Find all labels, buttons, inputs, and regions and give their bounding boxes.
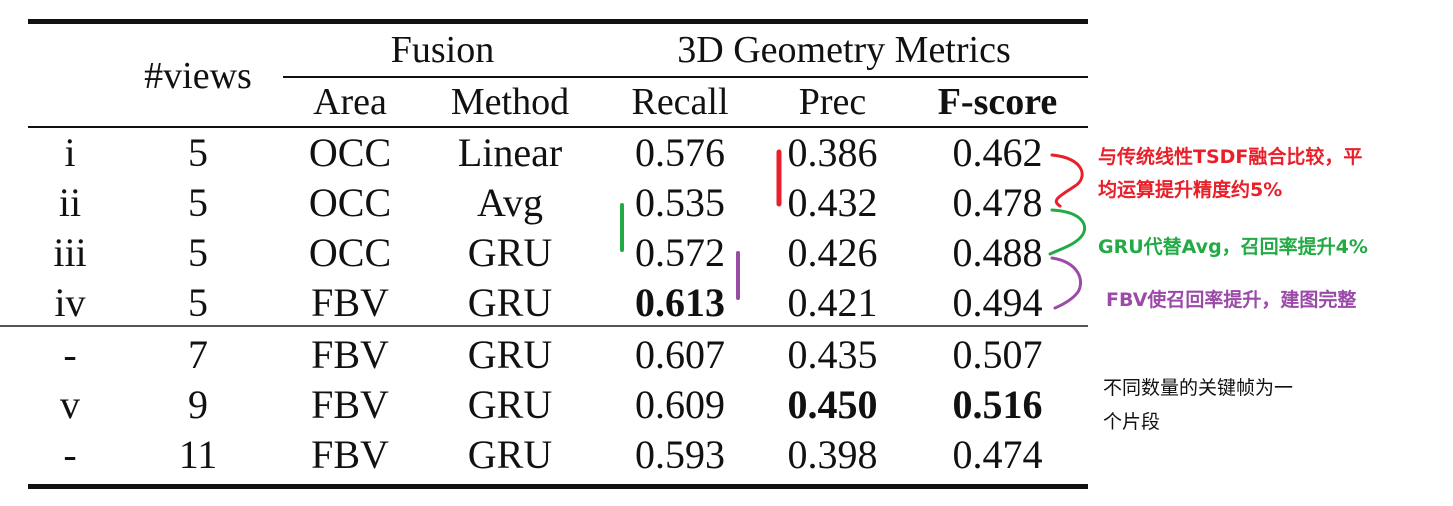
row-3-prec: 0.426 <box>787 230 878 275</box>
row-6-id: v <box>60 382 80 427</box>
purple-bracket <box>1050 256 1083 310</box>
row-1-method: Linear <box>457 130 563 175</box>
row-1-views: 5 <box>188 130 208 175</box>
black-annotation-line-1: 不同数量的关键帧为一 <box>1103 377 1294 399</box>
row-1-id: i <box>64 130 76 175</box>
row-6-recall: 0.609 <box>635 382 725 427</box>
bottom-rule <box>28 484 1088 489</box>
row-6-prec: 0.450 <box>787 382 878 427</box>
row-5-recall: 0.607 <box>635 332 725 377</box>
row-5-fscore: 0.507 <box>952 332 1043 377</box>
row-4-area: FBV <box>311 280 389 325</box>
red-annotation-line-2: 均运算提升精度约5% <box>1098 179 1283 201</box>
row-7-recall: 0.593 <box>635 432 725 477</box>
header-views: #views <box>144 55 252 97</box>
fusion-group-rule <box>283 76 1088 78</box>
row-3-recall: 0.572 <box>635 230 725 275</box>
row-5-id: - <box>63 332 77 377</box>
row-7-area: FBV <box>311 432 389 477</box>
row-4-views: 5 <box>188 280 208 325</box>
header-prec: Prec <box>798 81 867 123</box>
header-area: Area <box>313 81 387 123</box>
row-4-fscore: 0.494 <box>952 280 1043 325</box>
row-2-area: OCC <box>308 180 392 225</box>
row-2-method: Avg <box>477 180 543 225</box>
row-6-fscore: 0.516 <box>952 382 1043 427</box>
header-method: Method <box>450 81 570 123</box>
black-annotation-line-2: 个片段 <box>1103 411 1161 433</box>
row-5-area: FBV <box>311 332 389 377</box>
row-2-recall: 0.535 <box>635 180 725 225</box>
purple-annotation: FBV使召回率提升，建图完整 <box>1106 289 1357 311</box>
row-5-method: GRU <box>467 332 553 377</box>
row-7-method: GRU <box>467 432 553 477</box>
red-annotation-line-1: 与传统线性TSDF融合比较，平 <box>1098 146 1363 168</box>
row-4-recall: 0.613 <box>635 280 725 325</box>
row-6-area: FBV <box>311 382 389 427</box>
top-rule <box>28 19 1088 24</box>
row-7-fscore: 0.474 <box>952 432 1043 477</box>
row-6-views: 9 <box>188 382 208 427</box>
row-7-id: - <box>63 432 77 477</box>
green-bracket <box>1048 208 1086 256</box>
header-recall: Recall <box>631 81 729 123</box>
row-4-prec: 0.421 <box>787 280 878 325</box>
row-2-views: 5 <box>188 180 208 225</box>
row-7-prec: 0.398 <box>787 432 878 477</box>
row-1-prec: 0.386 <box>787 130 878 175</box>
row-3-views: 5 <box>188 230 208 275</box>
row-7-views: 11 <box>178 432 218 477</box>
header-bottom-rule <box>28 126 1088 128</box>
row-4-id: iv <box>54 280 86 325</box>
row-2-prec: 0.432 <box>787 180 878 225</box>
row-1-area: OCC <box>308 130 392 175</box>
row-3-method: GRU <box>467 230 553 275</box>
row-1-fscore: 0.462 <box>952 130 1043 175</box>
row-1-recall: 0.576 <box>635 130 725 175</box>
row-5-prec: 0.435 <box>787 332 878 377</box>
row-2-id: ii <box>58 180 82 225</box>
row-3-fscore: 0.488 <box>952 230 1043 275</box>
green-annotation: GRU代替Avg，召回率提升4% <box>1098 236 1368 258</box>
row-5-views: 7 <box>188 332 208 377</box>
header-fscore: F-score <box>937 81 1058 123</box>
row-6-method: GRU <box>467 382 553 427</box>
row-3-id: iii <box>53 230 87 275</box>
header-geometry: 3D Geometry Metrics <box>677 29 1011 71</box>
header-fusion: Fusion <box>390 29 495 71</box>
red-bracket <box>1050 153 1084 208</box>
row-2-fscore: 0.478 <box>952 180 1043 225</box>
row-4-method: GRU <box>467 280 553 325</box>
group-separator-rule <box>0 325 1088 327</box>
row-3-area: OCC <box>308 230 392 275</box>
